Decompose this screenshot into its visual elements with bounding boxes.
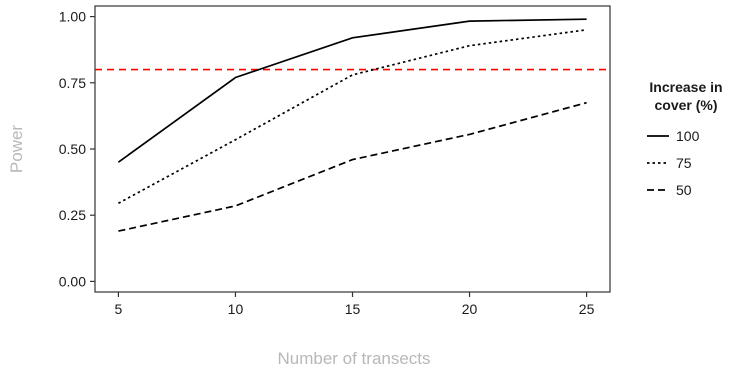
x-tick-label: 5 bbox=[115, 301, 123, 317]
series-layer bbox=[117, 18, 587, 232]
y-tick-label: 0.00 bbox=[59, 273, 86, 289]
plot-panel bbox=[94, 5, 611, 293]
legend-label-50: 50 bbox=[676, 182, 692, 198]
legend: Increase in cover (%) 100 75 50 bbox=[647, 79, 723, 198]
legend-label-100: 100 bbox=[676, 128, 700, 144]
legend-entries: 100 75 50 bbox=[647, 128, 700, 198]
series-line-75 bbox=[117, 28, 587, 205]
legend-title-line-1: Increase in bbox=[649, 79, 722, 95]
y-tick-label: 0.50 bbox=[59, 141, 86, 157]
x-axis-title: Number of transects bbox=[277, 349, 430, 368]
y-tick-label: 0.75 bbox=[59, 75, 86, 91]
series-line-50 bbox=[118, 101, 587, 232]
y-tick-label: 1.00 bbox=[59, 9, 86, 25]
axis-layer: 5 10 15 20 25 0.00 0.25 0.50 0.75 1.00 bbox=[59, 9, 595, 317]
x-tick-label: 20 bbox=[462, 301, 478, 317]
x-tick-label: 25 bbox=[579, 301, 595, 317]
y-tick-label: 0.25 bbox=[59, 207, 86, 223]
x-tick-label: 15 bbox=[345, 301, 361, 317]
series-line-100 bbox=[117, 18, 587, 163]
x-tick-label: 10 bbox=[228, 301, 244, 317]
y-axis-title: Power bbox=[7, 125, 26, 174]
legend-label-75: 75 bbox=[676, 155, 692, 171]
legend-title-line-2: cover (%) bbox=[654, 97, 717, 113]
